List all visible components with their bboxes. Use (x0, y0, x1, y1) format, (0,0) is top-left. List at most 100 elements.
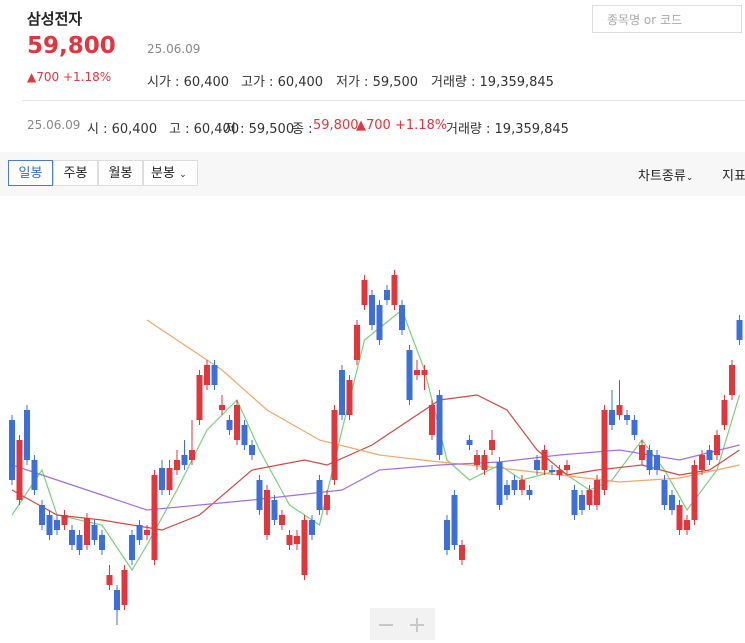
candle-body (219, 405, 225, 410)
candle-body (684, 520, 690, 530)
open: 시가 : 60,400 (147, 75, 230, 90)
candle-body (736, 320, 743, 340)
candle-body (384, 290, 390, 300)
candle-body (691, 465, 698, 520)
candle-body (609, 410, 615, 425)
candle-body (496, 462, 503, 505)
candle-body (564, 465, 570, 470)
tab[interactable]: 월봉 (98, 160, 143, 186)
candle-body (226, 420, 233, 430)
candle-body (129, 535, 135, 560)
candle-body (316, 480, 323, 510)
candle-body (556, 470, 563, 475)
candle-body (489, 440, 495, 450)
candle-body (429, 405, 435, 435)
candle-body (451, 495, 458, 545)
candle-body (714, 435, 720, 455)
candle-body (286, 535, 293, 545)
candle-body (339, 370, 345, 415)
stock-name: 삼성전자 (27, 10, 83, 28)
candle-body (91, 525, 98, 540)
candle-body (144, 530, 150, 535)
candle-body (61, 515, 68, 525)
candle-body (121, 570, 128, 605)
candle-body (481, 455, 488, 470)
candle-body (271, 500, 278, 520)
candle-body (249, 445, 255, 455)
candle-body (444, 520, 450, 550)
candle-body (151, 475, 158, 560)
candle-body (549, 470, 555, 472)
candle-body (204, 365, 210, 385)
candle-body (646, 450, 653, 470)
summary-close-label: 종 : (292, 122, 313, 137)
candle-body (106, 575, 113, 585)
candle-body (729, 365, 735, 395)
candle-body (301, 520, 308, 575)
candle-body (16, 440, 23, 500)
tab[interactable]: 분봉 ⌄ (143, 160, 198, 186)
candle-body (76, 535, 83, 550)
candle-body (594, 480, 600, 505)
candle-body (136, 525, 143, 540)
candle-body (526, 490, 533, 495)
divider (22, 100, 745, 101)
price: 59,800 (27, 33, 116, 59)
tab[interactable]: 일봉 (8, 160, 53, 186)
candle-body (361, 280, 368, 305)
candle-body (294, 536, 300, 544)
candle-body (9, 420, 15, 480)
candle-body (174, 460, 180, 470)
tab-label: 분봉 (151, 166, 175, 181)
candle-body (466, 440, 473, 445)
candle-body (159, 468, 165, 490)
candle-body (31, 460, 38, 490)
candle-body (196, 375, 203, 420)
candle-body (669, 495, 675, 510)
indicator[interactable]: 지표 (722, 169, 745, 184)
candle-body (436, 395, 443, 455)
search-box[interactable] (592, 5, 742, 33)
high: 고가 : 60,400 (241, 75, 324, 90)
candle-body (324, 495, 330, 510)
candle-body (534, 460, 540, 470)
chart (9, 270, 743, 640)
candle-body (346, 380, 353, 415)
candle-body (99, 535, 105, 550)
candle-body (624, 415, 630, 420)
candle-body (586, 490, 593, 505)
zoom-controls (370, 608, 435, 640)
summary-date: 25.06.09 (27, 118, 81, 132)
candle-body (211, 365, 218, 385)
candle-body (84, 518, 90, 545)
moving-average (11, 394, 740, 531)
candle-body (391, 275, 398, 305)
change: ▲700 +1.18% (27, 70, 112, 84)
candle-body (699, 455, 705, 470)
candle-body (706, 450, 713, 460)
candle-body (474, 455, 480, 465)
candle-body (54, 520, 60, 530)
tab[interactable]: 주봉 (53, 160, 98, 186)
moving-average (11, 309, 741, 572)
candle-body (519, 480, 525, 490)
date: 25.06.09 (147, 42, 201, 56)
candle-body (376, 305, 383, 340)
candle-body (504, 485, 510, 495)
candle-body (511, 480, 518, 490)
candle-body (309, 520, 315, 535)
summary-change: ▲700 +1.18% (356, 118, 448, 133)
chart-type[interactable]: 차트종류⌄ (638, 169, 694, 184)
candle-body (661, 480, 668, 505)
candle-body (399, 305, 405, 330)
summary-open: 시 : 60,400 (87, 122, 158, 137)
candle-body (69, 530, 75, 545)
candle-body (354, 325, 360, 360)
candle-body (39, 505, 45, 525)
candle-body (406, 350, 413, 400)
volume: 거래량 : 19,359,845 (431, 75, 554, 90)
candle-body (721, 400, 728, 425)
search-placeholder: 종목명 or 코드 (607, 13, 683, 27)
candle-body (616, 405, 623, 415)
